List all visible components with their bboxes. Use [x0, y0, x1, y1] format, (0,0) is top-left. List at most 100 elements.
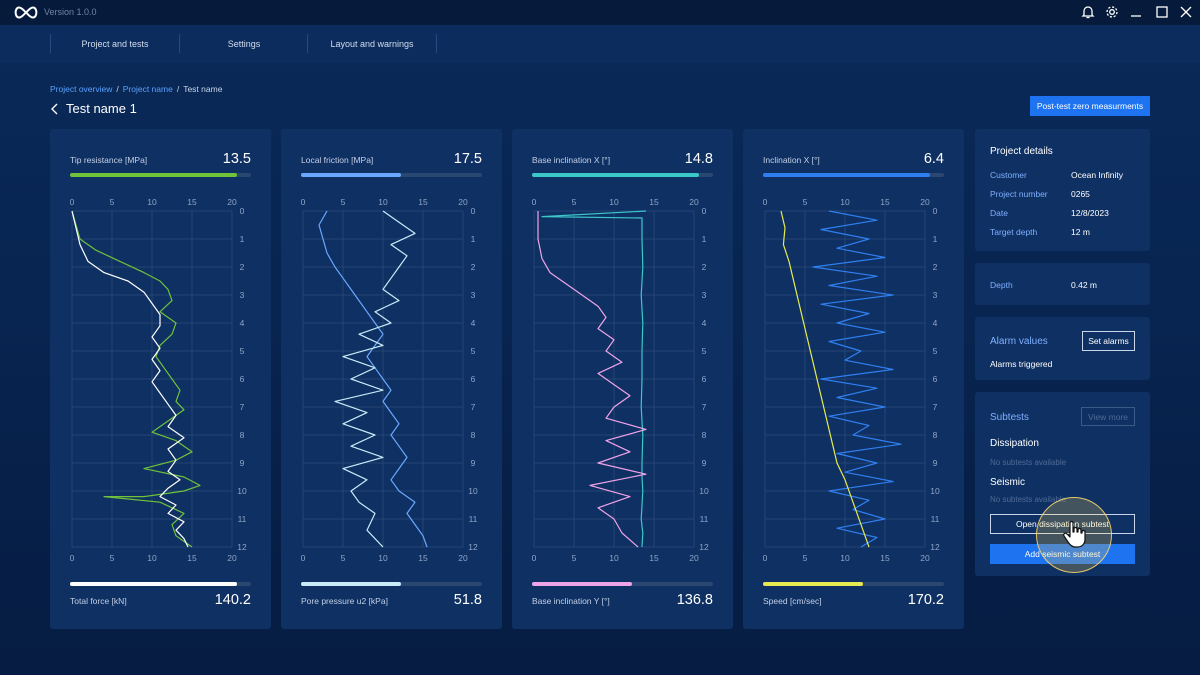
- depth-tick-label: 10: [237, 486, 247, 496]
- series-line-base-inclination-y: [537, 211, 647, 548]
- bottom-metric-label: Total force [kN]: [70, 596, 127, 606]
- breadcrumb-project-overview[interactable]: Project overview: [50, 84, 113, 94]
- app-version: Version 1.0.0: [44, 7, 97, 17]
- view-more-button[interactable]: View more: [1081, 407, 1135, 426]
- depth-tick-label: 2: [471, 262, 476, 272]
- target-depth-label: Target depth: [990, 227, 1038, 237]
- bottom-metric-label: Pore pressure u2 [kPa]: [301, 596, 388, 606]
- page-header: Test name 1: [50, 101, 137, 116]
- depth-tick-label: 5: [240, 346, 245, 356]
- nav-item-project-and-tests[interactable]: Project and tests: [81, 39, 149, 49]
- depth-tick-label: 7: [933, 402, 938, 412]
- bell-icon[interactable]: [1080, 4, 1096, 20]
- depth-tick-label: 6: [240, 374, 245, 384]
- bottom-metric-value: 170.2: [907, 592, 944, 608]
- set-alarms-button[interactable]: Set alarms: [1082, 331, 1135, 351]
- open-dissipation-subtest-button[interactable]: Open dissipation subtest: [990, 514, 1135, 534]
- x-tick-label-top: 10: [840, 197, 850, 207]
- depth-tick-label: 12: [930, 542, 940, 552]
- x-tick-label-top: 5: [110, 197, 115, 207]
- depth-tick-label: 2: [933, 262, 938, 272]
- subtests-title: Subtests: [990, 412, 1029, 423]
- depth-tick-label: 5: [471, 346, 476, 356]
- x-tick-label-bottom: 10: [378, 553, 388, 563]
- depth-tick-label: 0: [471, 206, 476, 216]
- breadcrumb-separator: /: [176, 84, 180, 94]
- close-icon[interactable]: [1178, 4, 1194, 20]
- depth-tick-label: 11: [238, 514, 247, 524]
- top-metric-bar-fill: [70, 173, 237, 177]
- bottom-metric-bar: [301, 582, 482, 586]
- x-tick-label-top: 5: [341, 197, 346, 207]
- x-tick-label-bottom: 0: [532, 553, 537, 563]
- target-depth-value: 12 m: [1071, 227, 1090, 237]
- chart-card-local-friction: Local friction [MPa] 17.5 Pore pressure …: [281, 129, 502, 629]
- project-details-title: Project details: [990, 146, 1053, 157]
- x-tick-label-top: 20: [689, 197, 699, 207]
- x-tick-label-top: 20: [458, 197, 468, 207]
- top-metric-value: 17.5: [453, 151, 482, 167]
- depth-value: 0.42 m: [1071, 280, 1097, 290]
- depth-tick-label: 2: [240, 262, 245, 272]
- depth-tick-label: 9: [471, 458, 476, 468]
- x-tick-label-top: 20: [227, 197, 237, 207]
- top-metric-label: Inclination X [°]: [763, 155, 820, 165]
- chart-card-tip-resistance: Tip resistance [MPa] 13.5 Total force [k…: [50, 129, 271, 629]
- nav-divider: [179, 34, 180, 53]
- bottom-metric-bar: [763, 582, 944, 586]
- nav-item-settings[interactable]: Settings: [227, 39, 261, 49]
- maximize-icon[interactable]: [1154, 4, 1170, 20]
- depth-tick-label: 3: [702, 290, 707, 300]
- alarm-panel: Alarm values Set alarms Alarms triggered: [975, 317, 1150, 380]
- depth-tick-label: 5: [933, 346, 938, 356]
- top-metric-label: Tip resistance [MPa]: [70, 155, 148, 165]
- depth-tick-label: 4: [933, 318, 938, 328]
- top-metric-value: 14.8: [684, 151, 713, 167]
- depth-tick-label: 1: [702, 234, 707, 244]
- bottom-metric-value: 51.8: [453, 592, 482, 608]
- minimize-icon[interactable]: [1128, 4, 1144, 20]
- breadcrumb-test-name: Test name: [183, 84, 223, 94]
- project-number-label: Project number: [990, 189, 1048, 199]
- top-metric-bar: [532, 173, 713, 177]
- x-tick-label-bottom: 20: [458, 553, 468, 563]
- depth-tick-label: 0: [933, 206, 938, 216]
- top-metric-bar: [763, 173, 944, 177]
- nav-divider: [307, 34, 308, 53]
- depth-tick-label: 2: [702, 262, 707, 272]
- x-tick-label-top: 0: [70, 197, 75, 207]
- depth-tick-label: 12: [468, 542, 478, 552]
- x-tick-label-top: 5: [803, 197, 808, 207]
- series-line-pore-pressure-u2-kpa: [334, 210, 416, 548]
- x-tick-label-top: 0: [763, 197, 768, 207]
- x-tick-label-bottom: 15: [187, 553, 197, 563]
- depth-tick-label: 8: [240, 430, 245, 440]
- add-seismic-subtest-button[interactable]: Add seismic subtest: [990, 544, 1135, 564]
- chevron-left-icon[interactable]: [50, 103, 59, 115]
- bottom-metric-bar-fill: [532, 582, 632, 586]
- x-tick-label-bottom: 15: [880, 553, 890, 563]
- breadcrumb-project-name[interactable]: Project name: [122, 84, 173, 94]
- x-tick-label-bottom: 20: [227, 553, 237, 563]
- chart-card-base-inclination: Base inclination X [°] 14.8 Base inclina…: [512, 129, 733, 629]
- depth-tick-label: 8: [471, 430, 476, 440]
- infinity-icon: [14, 6, 38, 19]
- series-line-tip-resistance-mpa: [71, 210, 201, 548]
- bottom-metric-label: Base inclination Y [°]: [532, 596, 610, 606]
- x-tick-label-bottom: 10: [147, 553, 157, 563]
- series-line-speed-cm-sec: [780, 210, 870, 548]
- top-metric-value: 13.5: [222, 151, 251, 167]
- top-metric-bar-fill: [301, 173, 401, 177]
- nav-item-layout-and-warnings[interactable]: Layout and warnings: [330, 39, 414, 49]
- x-tick-label-bottom: 5: [341, 553, 346, 563]
- dissipation-empty-text: No subtests available: [990, 458, 1067, 467]
- post-test-zero-button[interactable]: Post-test zero measurments: [1030, 96, 1150, 116]
- gear-icon[interactable]: [1104, 4, 1120, 20]
- top-nav: Project and tests Settings Layout and wa…: [0, 25, 1200, 63]
- top-metric-bar-fill: [763, 173, 930, 177]
- top-metric-bar: [301, 173, 482, 177]
- x-tick-label-bottom: 5: [572, 553, 577, 563]
- bottom-metric-bar-fill: [763, 582, 863, 586]
- depth-tick-label: 6: [471, 374, 476, 384]
